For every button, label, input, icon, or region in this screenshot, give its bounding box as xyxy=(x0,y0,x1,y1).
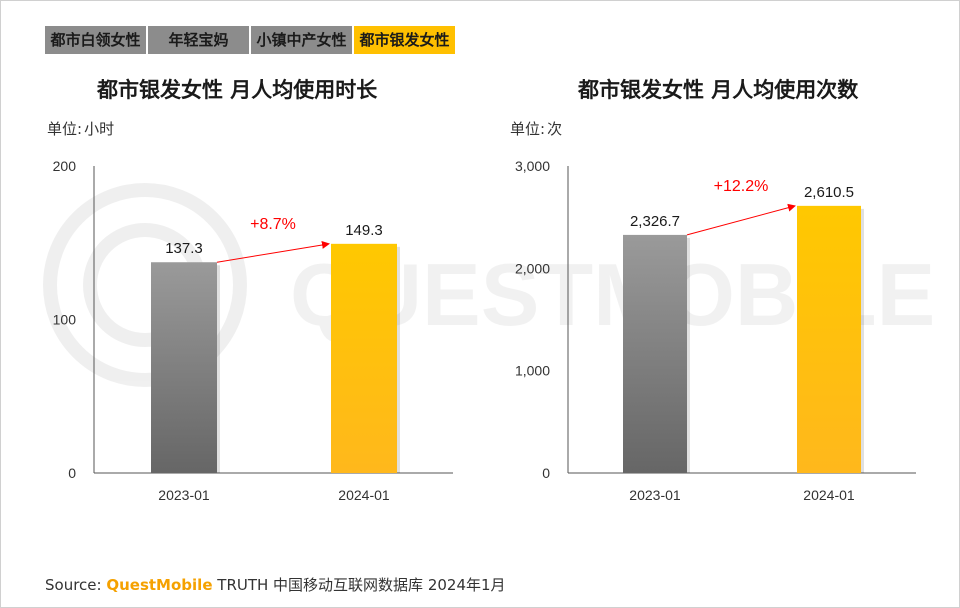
tab-urban-white-collar[interactable]: 都市白领女性 xyxy=(45,26,146,54)
unit-label: 单位: xyxy=(510,120,546,138)
x-tick-label: 2023-01 xyxy=(158,487,210,503)
x-tick-label: 2024-01 xyxy=(803,487,855,503)
bar-2024 xyxy=(331,243,397,473)
bar-value-label: 149.3 xyxy=(345,222,383,239)
y-tick-label: 2,000 xyxy=(515,260,550,276)
y-tick-label: 1,000 xyxy=(515,363,550,379)
bar-2023 xyxy=(623,234,687,473)
unit-duration: 单位: 小时 xyxy=(45,118,114,139)
unit-value: 次 xyxy=(547,120,563,138)
source-prefix: Source: xyxy=(45,576,102,594)
tab-young-mothers[interactable]: 年轻宝妈 xyxy=(148,26,249,54)
source-brand: QuestMobile xyxy=(106,576,213,594)
growth-label: +12.2% xyxy=(714,178,769,195)
y-tick-label: 0 xyxy=(68,465,76,481)
x-tick-label: 2024-01 xyxy=(338,487,390,503)
y-tick-label: 0 xyxy=(542,465,550,481)
y-tick-label: 200 xyxy=(53,158,77,174)
unit-frequency: 单位: 次 xyxy=(508,118,562,139)
bar-value-label: 2,326.7 xyxy=(630,213,680,230)
unit-label: 单位: xyxy=(47,120,83,138)
chart-title-duration: 都市银发女性 月人均使用时长 xyxy=(97,78,378,102)
growth-arrow xyxy=(216,241,330,263)
unit-value: 小时 xyxy=(84,120,115,138)
growth-arrow xyxy=(686,203,796,236)
bar-2023 xyxy=(151,262,217,473)
source-text: TRUTH 中国移动互联网数据库 2024年1月 xyxy=(217,576,506,594)
growth-label: +8.7% xyxy=(250,216,296,233)
tab-urban-silver-women[interactable]: 都市银发女性 xyxy=(354,26,455,54)
y-tick-label: 3,000 xyxy=(515,158,550,174)
chart-title-frequency: 都市银发女性 月人均使用次数 xyxy=(578,78,859,102)
x-tick-label: 2023-01 xyxy=(629,487,681,503)
segment-tabs: 都市白领女性 年轻宝妈 小镇中产女性 都市银发女性 xyxy=(45,26,455,54)
tab-small-town-middle-class[interactable]: 小镇中产女性 xyxy=(251,26,352,54)
bar-value-label: 2,610.5 xyxy=(804,184,854,201)
y-tick-label: 100 xyxy=(53,312,77,328)
bar-2024 xyxy=(797,205,861,473)
source-note: Source: QuestMobile TRUTH 中国移动互联网数据库 202… xyxy=(45,574,506,595)
bar-value-label: 137.3 xyxy=(165,240,203,257)
